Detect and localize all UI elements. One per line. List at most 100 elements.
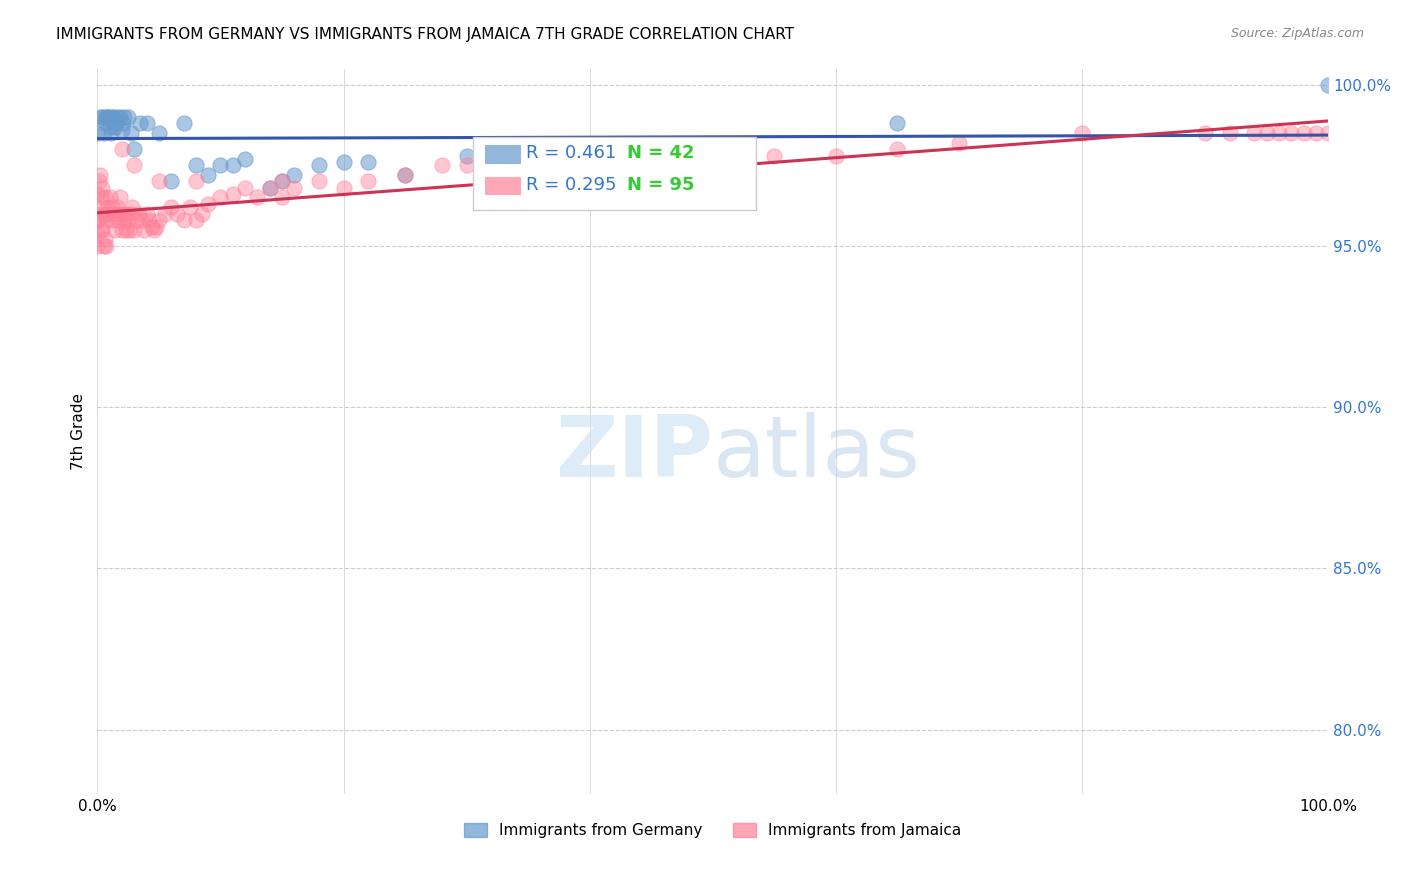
Point [101, 110, 124, 124]
Point [148, 126, 170, 140]
Point [97, 110, 120, 124]
Point [197, 197, 219, 211]
Point [1279, 126, 1302, 140]
Point [259, 181, 281, 195]
Point [191, 206, 214, 220]
Point [111, 142, 134, 156]
Text: IMMIGRANTS FROM GERMANY VS IMMIGRANTS FROM JAMAICA 7TH GRADE CORRELATION CHART: IMMIGRANTS FROM GERMANY VS IMMIGRANTS FR… [56, 27, 794, 42]
Point [430, 158, 453, 172]
Point [824, 148, 846, 162]
Point [160, 200, 183, 214]
Point [125, 213, 148, 227]
Point [103, 223, 125, 237]
Point [173, 116, 195, 130]
Point [89, 168, 111, 182]
Point [184, 213, 207, 227]
Point [578, 148, 600, 162]
Point [246, 190, 269, 204]
Point [111, 122, 134, 136]
Point [111, 223, 134, 237]
Point [148, 174, 170, 188]
Point [184, 174, 207, 188]
Point [394, 168, 416, 182]
Text: R = 0.461: R = 0.461 [526, 145, 616, 162]
Point [94, 110, 117, 124]
Point [1219, 126, 1241, 140]
Point [141, 219, 163, 234]
Point [103, 110, 125, 124]
Text: atlas: atlas [713, 411, 921, 494]
Point [640, 142, 662, 156]
Point [153, 206, 176, 220]
Point [120, 126, 142, 140]
Point [112, 110, 135, 124]
Point [129, 116, 152, 130]
Point [86, 126, 108, 140]
Point [763, 148, 786, 162]
Point [1268, 126, 1291, 140]
Point [948, 136, 970, 150]
Point [90, 190, 112, 204]
Point [112, 206, 135, 220]
Point [1305, 126, 1327, 140]
Text: Source: ZipAtlas.com: Source: ZipAtlas.com [1230, 27, 1364, 40]
Point [93, 206, 115, 220]
Point [886, 142, 908, 156]
Point [93, 232, 115, 246]
Point [110, 206, 132, 220]
FancyBboxPatch shape [485, 177, 520, 195]
Point [209, 158, 232, 172]
Point [886, 116, 908, 130]
Point [134, 223, 156, 237]
Point [103, 120, 125, 134]
Point [332, 155, 354, 169]
Point [1243, 126, 1265, 140]
Point [1317, 78, 1340, 92]
Point [271, 174, 294, 188]
Point [118, 223, 141, 237]
Point [120, 206, 142, 220]
FancyBboxPatch shape [485, 145, 520, 164]
Point [138, 213, 160, 227]
Point [222, 187, 245, 202]
Point [91, 223, 114, 237]
Point [112, 213, 135, 227]
Text: ZIP: ZIP [555, 411, 713, 494]
Point [1292, 126, 1315, 140]
Point [135, 206, 157, 220]
Point [107, 213, 129, 227]
Point [104, 116, 127, 130]
Point [100, 126, 122, 140]
Point [93, 116, 115, 130]
Point [209, 190, 232, 204]
Point [145, 219, 167, 234]
Point [121, 200, 143, 214]
Point [357, 155, 380, 169]
Point [1256, 126, 1278, 140]
Point [105, 200, 128, 214]
Point [101, 200, 124, 214]
Point [86, 239, 108, 253]
Point [394, 168, 416, 182]
Point [308, 158, 330, 172]
Point [108, 190, 131, 204]
Point [233, 152, 256, 166]
Point [98, 120, 121, 134]
Point [96, 213, 118, 227]
Text: R = 0.295: R = 0.295 [526, 176, 616, 194]
Point [143, 223, 166, 237]
Point [166, 206, 188, 220]
Point [87, 213, 110, 227]
Point [160, 174, 183, 188]
Point [86, 200, 108, 214]
Point [1317, 126, 1340, 140]
Point [124, 142, 146, 156]
Point [179, 200, 201, 214]
Point [124, 158, 146, 172]
Point [93, 126, 115, 140]
Point [86, 187, 108, 202]
Point [456, 148, 478, 162]
Point [96, 110, 118, 124]
Point [173, 213, 195, 227]
Point [108, 110, 131, 124]
